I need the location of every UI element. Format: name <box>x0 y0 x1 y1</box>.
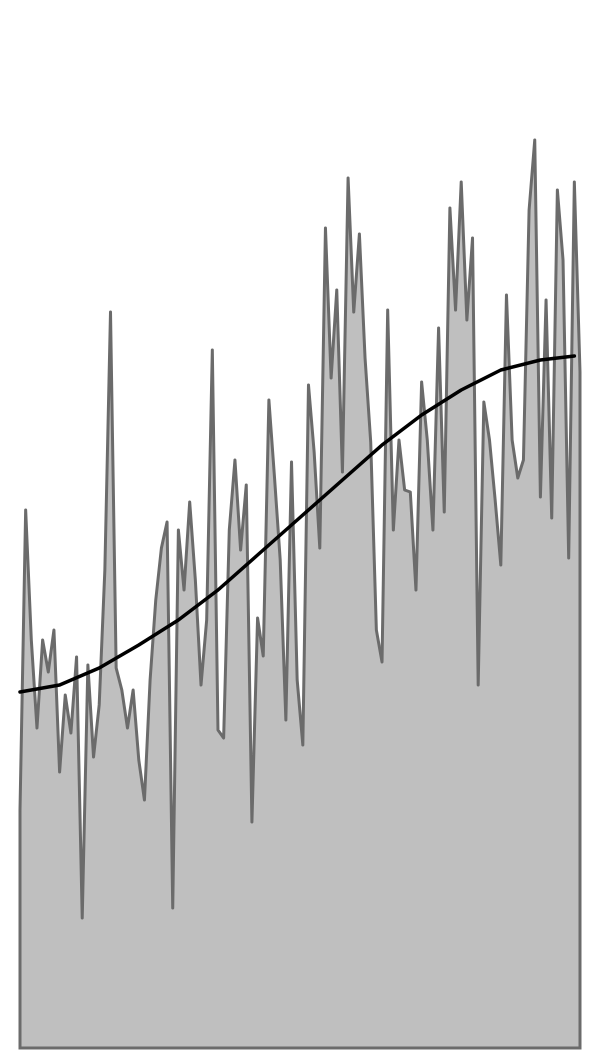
plot-frame <box>18 372 582 1050</box>
series-line <box>18 138 582 920</box>
area <box>20 140 580 1048</box>
trend-line <box>18 354 577 694</box>
